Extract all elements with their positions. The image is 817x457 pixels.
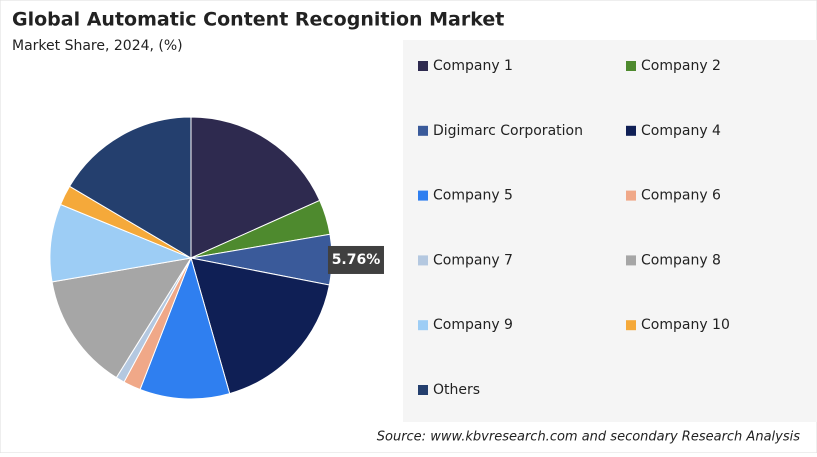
- data-label-box: [327, 245, 384, 274]
- legend-label: Company 5: [433, 188, 513, 204]
- legend-label: Digimarc Corporation: [433, 123, 583, 139]
- legend-label: Company 4: [641, 123, 721, 139]
- legend-swatch: [626, 320, 636, 331]
- legend-swatch: [626, 125, 636, 136]
- source-note: Source: www.kbvresearch.com and secondar…: [377, 430, 800, 445]
- legend-label: Company 9: [433, 317, 513, 333]
- pie-slice: [190, 257, 330, 395]
- legend-swatch: [626, 255, 636, 266]
- chart-title: Global Automatic Content Recognition Mar…: [12, 9, 504, 31]
- pie-slice: [68, 116, 192, 259]
- legend-panel: [403, 40, 817, 422]
- legend-label: Company 10: [641, 317, 730, 333]
- chart-subtitle: Market Share, 2024, (%): [12, 38, 183, 54]
- pie-slice: [190, 116, 321, 259]
- legend-swatch: [418, 385, 428, 395]
- legend-swatch: [418, 61, 428, 71]
- legend-swatch: [418, 255, 428, 266]
- legend-label: Company 8: [641, 252, 721, 268]
- legend-label: Others: [433, 382, 480, 398]
- pie-slice: [139, 256, 231, 400]
- legend-swatch: [626, 61, 636, 71]
- legend-swatch: [626, 190, 636, 201]
- pie-slice: [51, 257, 193, 379]
- legend-swatch: [418, 190, 428, 201]
- legend-label: Company 2: [641, 58, 721, 74]
- legend-label: Company 7: [433, 252, 513, 268]
- data-label: 5.76%: [332, 252, 381, 268]
- legend-label: Company 1: [433, 58, 513, 74]
- legend-swatch: [418, 125, 428, 136]
- legend-swatch: [418, 320, 428, 331]
- legend-label: Company 6: [641, 188, 721, 204]
